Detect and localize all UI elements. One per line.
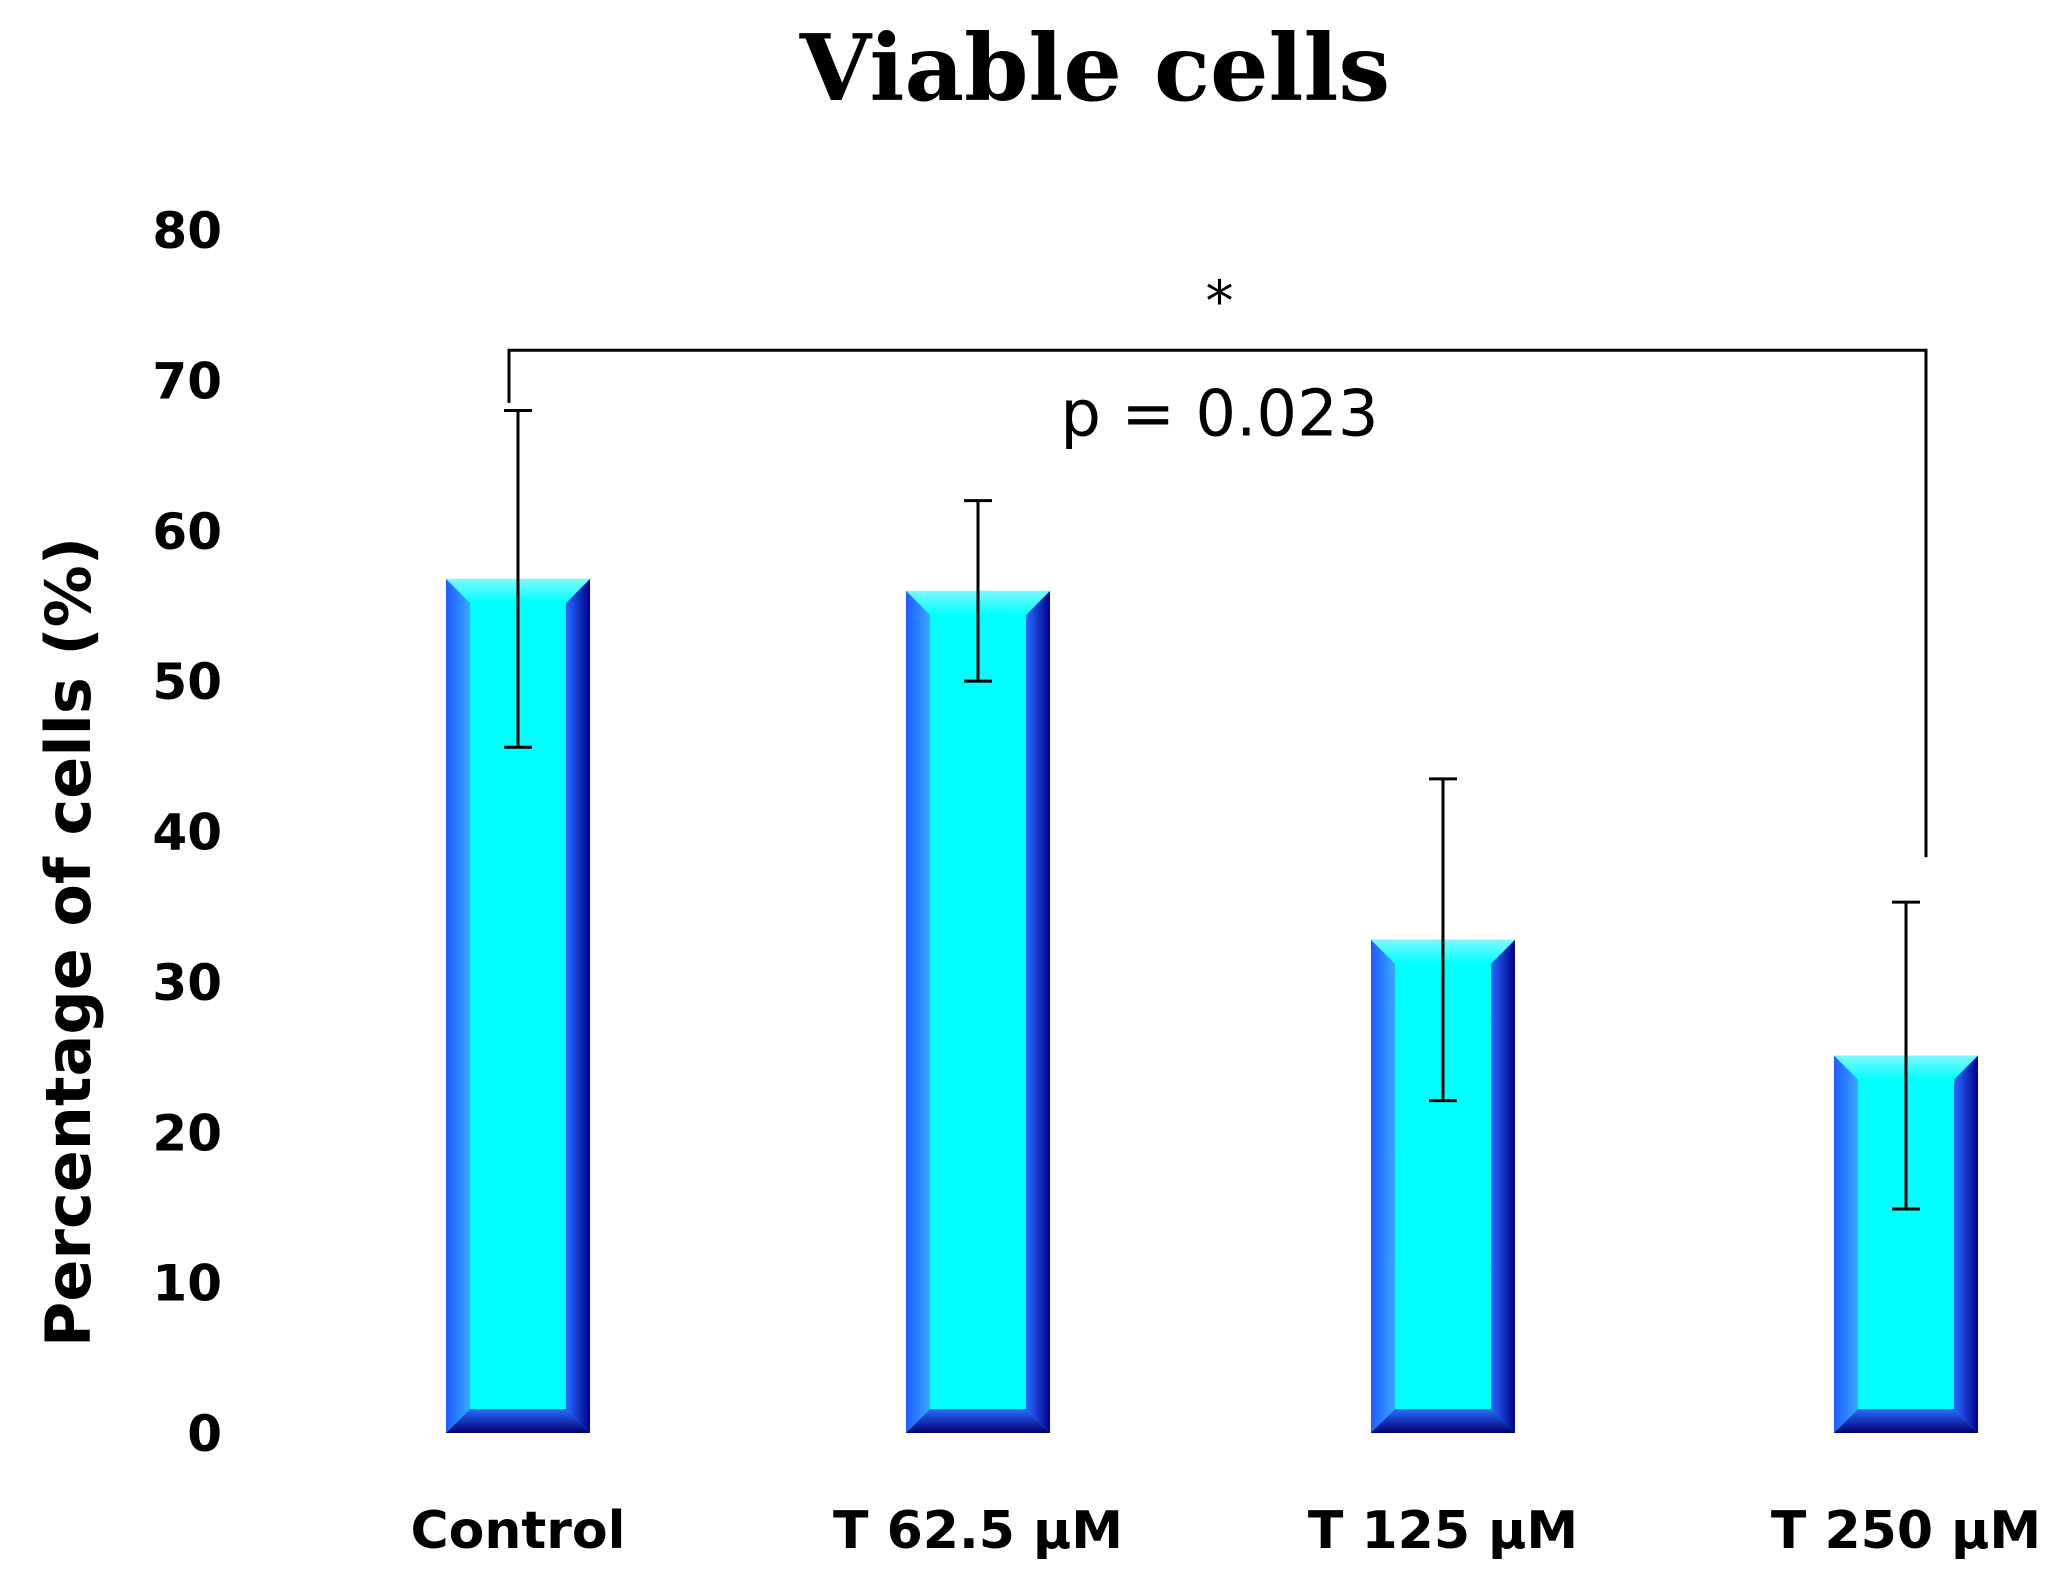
y-tick-label: 10	[152, 1255, 222, 1313]
x-tick-label: T 125 µM	[1308, 1501, 1578, 1561]
bar-bevel-bottom	[906, 1409, 1050, 1433]
y-tick-label: 0	[187, 1405, 222, 1463]
bar-bevel-bottom	[446, 1409, 590, 1433]
y-tick-label: 80	[152, 202, 222, 260]
y-tick-label: 60	[152, 503, 222, 561]
bar-bevel-left	[1371, 939, 1395, 1433]
bar-bevel-left	[446, 578, 470, 1433]
bar-bevel-left	[1834, 1055, 1858, 1433]
y-tick-label: 50	[152, 653, 222, 711]
chart-title: Viable cells	[799, 14, 1390, 122]
bar-bevel-right	[566, 578, 590, 1433]
error-bar	[504, 408, 532, 749]
y-tick-label: 20	[152, 1104, 222, 1162]
x-axis-labels: Control T 62.5 µM T 125 µM T 250 µM	[411, 1501, 2042, 1561]
error-bars	[504, 408, 1920, 1211]
y-tick-label: 30	[152, 954, 222, 1012]
significance-marker: *	[1206, 269, 1234, 334]
y-tick-label: 70	[152, 352, 222, 410]
bar-bevel-bottom	[1371, 1409, 1515, 1433]
y-axis-ticks: 0 10 20 30 40 50 60 70 80	[152, 202, 222, 1463]
significance-bracket	[507, 348, 1928, 858]
bar-bevel-left	[906, 590, 930, 1433]
bar-bevel-right	[1954, 1055, 1978, 1433]
y-tick-label: 40	[152, 804, 222, 862]
error-bar	[1892, 900, 1920, 1211]
bar-bevel-right	[1026, 590, 1050, 1433]
bar	[906, 590, 1050, 1433]
bar-bevel-right	[1491, 939, 1515, 1433]
y-axis-label: Percentage of cells (%)	[32, 537, 105, 1347]
bar-bevel-bottom	[1834, 1409, 1978, 1433]
x-tick-label: T 250 µM	[1771, 1501, 2041, 1561]
bars	[446, 578, 1978, 1433]
x-tick-label: Control	[411, 1501, 626, 1561]
significance-annotation: * p = 0.023	[507, 269, 1928, 858]
p-value-label: p = 0.023	[1060, 377, 1378, 451]
x-tick-label: T 62.5 µM	[833, 1501, 1123, 1561]
error-bar	[1429, 777, 1457, 1103]
error-bar	[964, 499, 992, 683]
